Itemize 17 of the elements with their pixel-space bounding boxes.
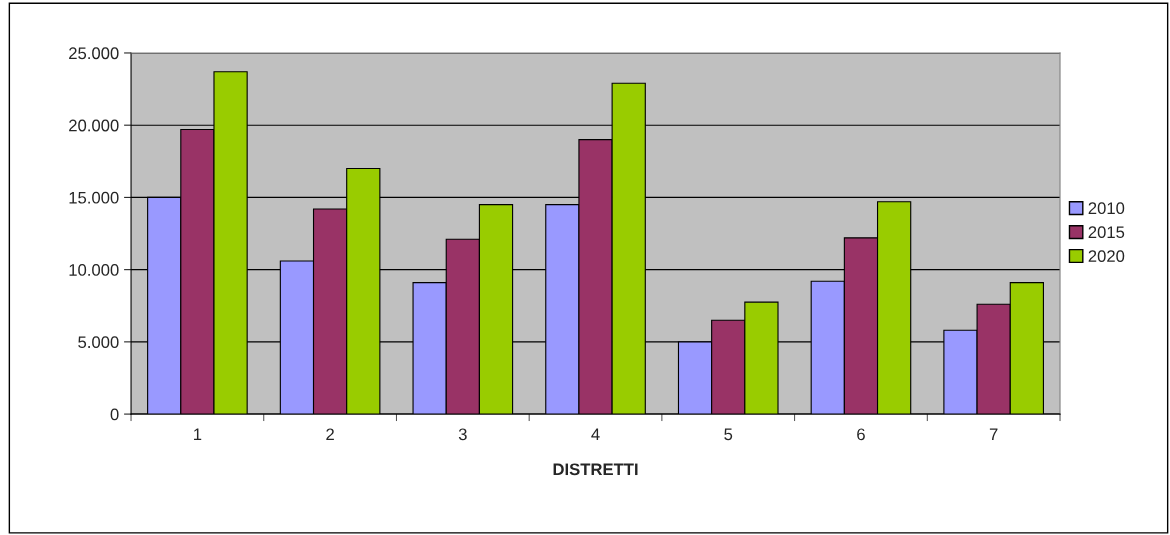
y-tick-label: 15.000 [69, 191, 119, 204]
x-tick-label: 2 [326, 428, 334, 441]
x-tick-label: 3 [458, 428, 467, 441]
legend-label: 2020 [1088, 250, 1125, 262]
y-tick-label: 10.000 [69, 264, 119, 276]
y-tick-label: 25.000 [69, 47, 119, 60]
x-tick-label: 5 [724, 428, 733, 441]
legend-label: 2015 [1088, 226, 1125, 239]
x-tick-label: 7 [989, 428, 998, 441]
y-tick-label: 20.000 [69, 119, 119, 132]
x-axis-title: DISTRETTI [553, 463, 638, 476]
x-tick-label: 1 [194, 428, 202, 441]
y-tick-label: 0 [110, 408, 119, 421]
x-tick-label: 4 [591, 428, 600, 441]
y-tick-label: 5.000 [78, 336, 119, 349]
x-tick-label: 6 [857, 428, 865, 441]
legend-label: 2010 [1088, 202, 1125, 215]
